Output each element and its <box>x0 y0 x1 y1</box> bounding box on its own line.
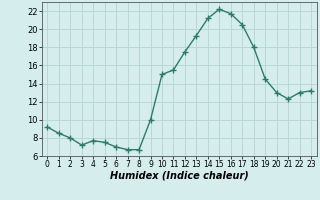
X-axis label: Humidex (Indice chaleur): Humidex (Indice chaleur) <box>110 171 249 181</box>
